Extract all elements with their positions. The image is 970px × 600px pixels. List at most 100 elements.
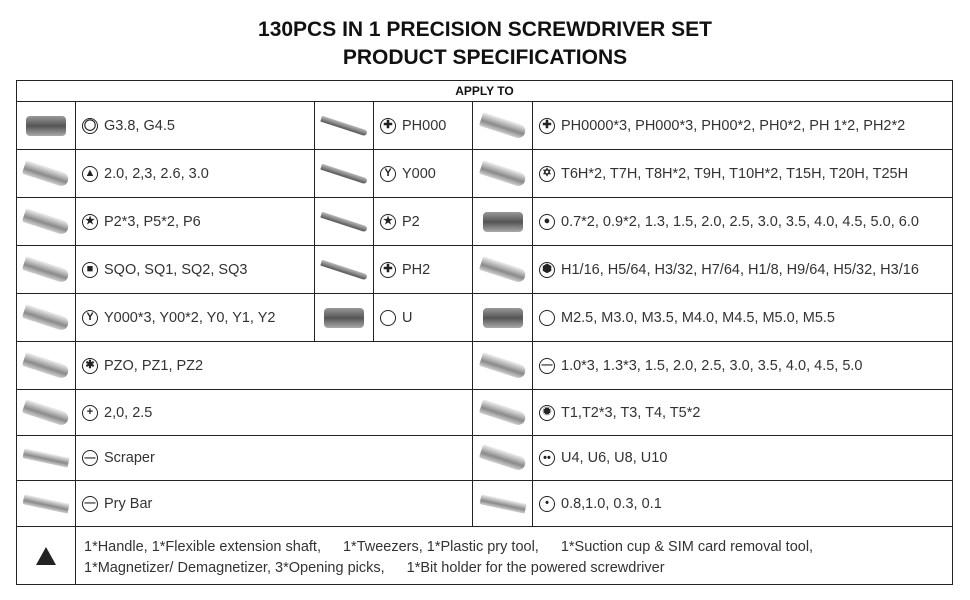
bit-picture [478,255,527,284]
accessory-item: 1*Suction cup & SIM card removal tool, [560,539,814,555]
tool-image [17,150,76,198]
bit-picture [478,493,527,514]
spec-text: Pry Bar [104,495,153,512]
spec-cell: ✱ PZO, PZ1, PZ2 [76,342,473,390]
tool-image [473,246,533,294]
spec-cell: ■ SQO, SQ1, SQ2, SQ3 [76,246,315,294]
tool-image [473,342,533,390]
pentalobe-icon: ★ [82,213,98,230]
spec-cell: +2,0, 2.5 [76,390,473,436]
tool-image [473,481,533,527]
tool-image [473,390,533,436]
bit-picture [320,259,368,280]
bit-picture [21,303,71,332]
spec-text: T6H*2, T7H, T8H*2, T9H, T10H*2, T15H, T2… [561,165,909,182]
tool-image [315,198,374,246]
spec-cell: Y Y000*3, Y00*2, Y0, Y1, Y2 [76,294,315,342]
tool-image [17,102,76,150]
bit-picture [21,207,71,236]
tool-image [473,436,533,481]
bit-picture [320,115,368,136]
phillips-filled-icon: ✚ [380,261,396,278]
tri-wing-icon: Y [380,165,396,182]
bit-picture [320,211,368,232]
table-header: APPLY TO [17,81,953,102]
bit-picture [478,444,527,472]
bit-picture [478,111,527,140]
pentalobe-icon: ★ [380,213,396,230]
bit-picture [21,398,71,427]
tri-wing-icon: Y [82,309,98,326]
spec-cell: U [374,294,473,342]
tool-image [473,102,533,150]
spec-text: M2.5, M3.0, M3.5, M4.0, M4.5, M5.0, M5.5 [561,309,835,326]
tool-image [473,150,533,198]
torx-icon: ✹ [539,404,555,421]
spec-cell: ⬢ H1/16, H5/64, H3/32, H7/64, H1/8, H9/64… [533,246,953,294]
spec-cell: ★ P2*3, P5*2, P6 [76,198,315,246]
spec-cell: ✚ PH000 [374,102,473,150]
spec-cell: ● 0.7*2, 0.9*2, 1.3, 1.5, 2.0, 2.5, 3.0, … [533,198,953,246]
spec-cell: ✹ T1,T2*3, T3, T4, T5*2 [533,390,953,436]
spec-cell: ★ P2 [374,198,473,246]
spec-text: SQO, SQ1, SQ2, SQ3 [104,261,248,278]
spec-cell: — Pry Bar [76,481,473,527]
accessory-item: 1*Bit holder for the powered screwdriver [406,560,665,576]
bit-picture [22,493,70,514]
accessories-icon-cell [17,527,76,585]
bit-picture [478,351,527,380]
spec-table: APPLY TO ◯ G3.8, G4.5 ✚ PH000 ✚ PH0000*3, PH0… [16,80,953,585]
phillips-icon: ✚ [380,117,396,134]
bit-picture [26,115,66,136]
triangle-icon: ▲ [82,165,98,182]
u-ring-icon [380,309,396,326]
spec-text: T1,T2*3, T3, T4, T5*2 [561,404,701,421]
hex-icon: ⬢ [539,261,555,278]
spec-cell: • 0.8,1.0, 0.3, 0.1 [533,481,953,527]
spanner-icon: •• [539,450,555,466]
tool-image [17,294,76,342]
bit-picture [482,307,523,328]
accessory-item: 1*Magnetizer/ Demagnetizer, 3*Opening pi… [84,560,385,576]
spec-text: PH2 [402,261,431,278]
spec-text: Scraper [104,450,155,466]
bit-picture [21,351,71,380]
spec-cell: — Scraper [76,436,473,481]
spec-text: P2 [402,213,420,230]
cross-icon: + [82,404,98,421]
spec-text: Y000 [402,165,436,182]
spec-cell: ✚ PH2 [374,246,473,294]
ring-icon [539,309,555,326]
bit-picture [478,159,527,188]
bit-picture [320,163,368,184]
pry-bar-icon: — [82,495,98,512]
tool-image [315,102,374,150]
socket-icon: ● [539,213,555,230]
spec-text: 0.7*2, 0.9*2, 1.3, 1.5, 2.0, 2.5, 3.0, 3… [561,213,919,230]
accessory-item: 1*Tweezers, 1*Plastic pry tool, [342,539,539,555]
spec-text: PH0000*3, PH000*3, PH00*2, PH0*2, PH 1*2… [561,117,906,134]
torx-security-icon: ✡ [539,165,555,182]
spec-text: 1.0*3, 1.3*3, 1.5, 2.0, 2.5, 3.0, 3.5, 4… [561,357,863,374]
tool-image [17,246,76,294]
bit-picture [482,211,523,232]
tool-image [17,390,76,436]
title-line-2: PRODUCT SPECIFICATIONS [342,46,628,69]
bit-picture [22,448,70,468]
spec-cell: •• U4, U6, U8, U10 [533,436,953,481]
tool-image [473,198,533,246]
accessories-list: 1*Handle, 1*Flexible extension shaft, 1*T… [76,527,953,585]
scraper-icon: — [82,450,98,466]
spec-text: 0.8,1.0, 0.3, 0.1 [561,495,662,512]
square-socket-icon: ◯ [82,117,98,134]
spec-text: PH000 [402,117,447,134]
spec-cell: Y Y000 [374,150,473,198]
spec-text: U4, U6, U8, U10 [561,450,668,466]
spec-cell: M2.5, M3.0, M3.5, M4.0, M4.5, M5.0, M5.5 [533,294,953,342]
bit-picture [478,398,527,427]
square-icon: ■ [82,261,98,278]
spec-cell: ▲ 2.0, 2,3, 2.6, 3.0 [76,150,315,198]
tool-image [17,342,76,390]
tool-image [315,294,374,342]
spec-text: G3.8, G4.5 [104,117,175,134]
